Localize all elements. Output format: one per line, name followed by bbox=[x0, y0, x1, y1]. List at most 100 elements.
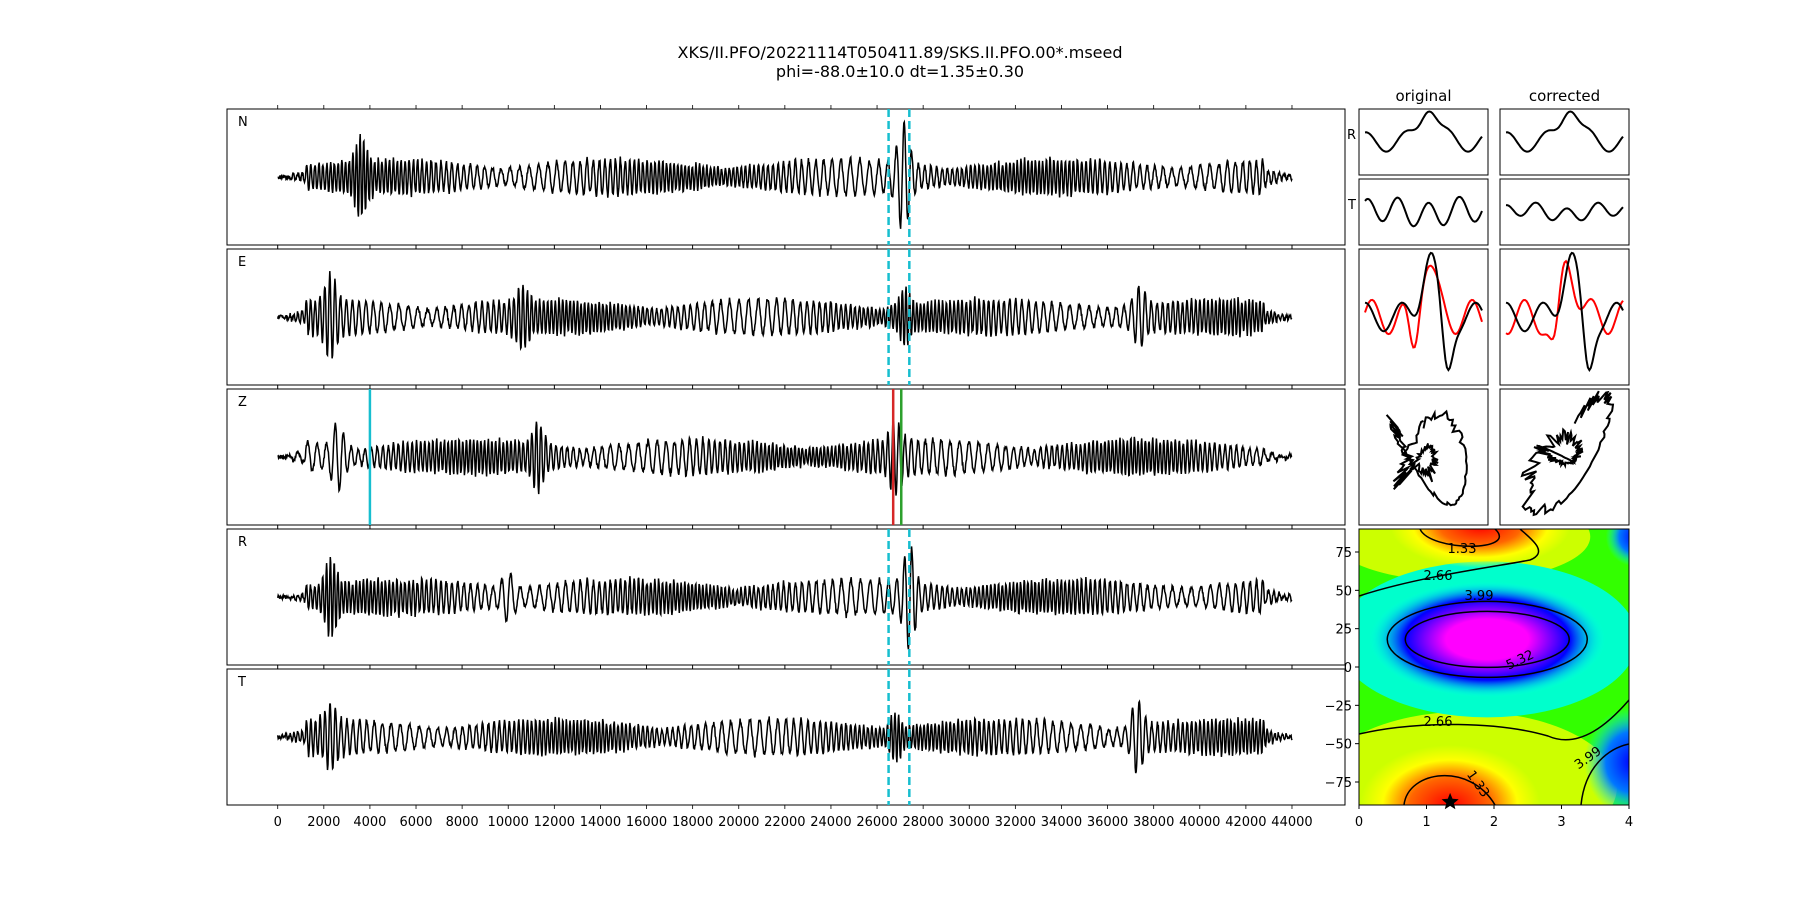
panel-frame bbox=[226, 668, 1346, 806]
waveform-panel-t: T bbox=[226, 665, 1346, 809]
contour-line bbox=[1580, 743, 1629, 805]
column-title-original: original bbox=[1395, 87, 1451, 105]
x-tick-label: 34000 bbox=[1041, 815, 1082, 830]
x-tick-label: 2000 bbox=[307, 815, 340, 830]
waveform-trace bbox=[277, 421, 1293, 496]
waveform-panel-z: Z bbox=[226, 385, 1346, 529]
overlay-trace-red bbox=[1505, 259, 1624, 341]
waveform-panel-n: N bbox=[226, 105, 1346, 249]
waveform-panel-r: R bbox=[226, 525, 1346, 669]
waveform-trace bbox=[277, 119, 1293, 229]
contour-line bbox=[1386, 600, 1588, 679]
heatmap-peak bbox=[1369, 581, 1606, 698]
panel-frame bbox=[1499, 108, 1630, 176]
panel-frame bbox=[1499, 388, 1630, 526]
waveform-trace bbox=[276, 271, 1293, 359]
panel-label: N bbox=[238, 115, 248, 130]
x-tick-label: 20000 bbox=[718, 815, 759, 830]
x-tick-label: 30000 bbox=[949, 815, 990, 830]
panel-label: E bbox=[238, 255, 246, 270]
panel-label: T bbox=[237, 675, 246, 690]
x-tick-label: 32000 bbox=[995, 815, 1036, 830]
x-tick-label: 44000 bbox=[1271, 815, 1312, 830]
panel-frame bbox=[1499, 178, 1630, 246]
heatmap-x-tick-label: 0 bbox=[1355, 815, 1363, 830]
heatmap-y-tick-label: 25 bbox=[1335, 623, 1352, 638]
heatmap-y-tick-label: 75 bbox=[1335, 546, 1352, 561]
x-tick-label: 38000 bbox=[1133, 815, 1174, 830]
x-tick-label: 36000 bbox=[1087, 815, 1128, 830]
panel-frame bbox=[226, 248, 1346, 386]
heatmap-y-tick-label: −75 bbox=[1325, 776, 1352, 791]
figure-subtitle: phi=-88.0±10.0 dt=1.35±0.30 bbox=[775, 62, 1025, 81]
contour-label: 1.33 bbox=[1448, 542, 1477, 557]
x-tick-label: 42000 bbox=[1225, 815, 1266, 830]
t-component-trace bbox=[1505, 201, 1624, 222]
panel-frame bbox=[1499, 248, 1630, 386]
pm-panel bbox=[1358, 178, 1489, 246]
x-tick-label: 18000 bbox=[672, 815, 713, 830]
panel-label: Z bbox=[238, 395, 247, 410]
contour-line bbox=[1359, 529, 1540, 597]
waveform-trace bbox=[276, 699, 1293, 774]
figure-title: XKS/II.PFO/20221114T050411.89/SKS.II.PFO… bbox=[677, 43, 1123, 62]
x-tick-label: 14000 bbox=[580, 815, 621, 830]
contour-line bbox=[1404, 610, 1570, 669]
heatmap-y-tick-label: 0 bbox=[1344, 661, 1352, 676]
panel-frame bbox=[1358, 248, 1489, 386]
particle-motion-trace bbox=[1520, 390, 1615, 517]
r-component-trace bbox=[1364, 110, 1483, 153]
heatmap-y-tick-label: 50 bbox=[1335, 584, 1352, 599]
heatmap-x-tick-label: 4 bbox=[1625, 815, 1633, 830]
pm-panel bbox=[1358, 108, 1489, 176]
waveform-panel-e: E bbox=[226, 245, 1346, 389]
x-tick-label: 26000 bbox=[856, 815, 897, 830]
pm-panel bbox=[1499, 178, 1630, 246]
pm-panel bbox=[1499, 248, 1630, 386]
waveform-panels: N E Z R T 0 2000 4000 6000 8000 10000 12000 14000 160… bbox=[226, 105, 1346, 830]
heatmap-x-tick-label: 1 bbox=[1422, 815, 1430, 830]
particle-motion-trace bbox=[1385, 409, 1468, 507]
panel-frame bbox=[226, 388, 1346, 526]
heatmap-fill bbox=[1359, 529, 1629, 805]
x-tick-label: 16000 bbox=[626, 815, 667, 830]
waveform-trace bbox=[276, 546, 1293, 650]
panel-label: R bbox=[238, 535, 247, 550]
heatmap-minimum bbox=[1390, 529, 1571, 568]
panel-frame bbox=[1358, 388, 1489, 526]
contour-label: 2.66 bbox=[1424, 715, 1453, 730]
heatmap-x-tick-label: 3 bbox=[1557, 815, 1565, 830]
particle-motion-panels: original corrected R T bbox=[1347, 87, 1630, 526]
heatmap-secondary bbox=[1605, 529, 1629, 566]
panel-frame bbox=[1358, 178, 1489, 246]
heatmap-minimum bbox=[1360, 745, 1541, 805]
row-label-r: R bbox=[1347, 128, 1356, 143]
x-tick-label: 22000 bbox=[764, 815, 805, 830]
overlay-trace-black bbox=[1505, 251, 1624, 373]
heatmap-secondary bbox=[1584, 707, 1629, 805]
contour-label: 3.99 bbox=[1465, 589, 1494, 604]
t-component-trace bbox=[1364, 195, 1483, 228]
x-tick-label: 24000 bbox=[810, 815, 851, 830]
x-tick-label: 12000 bbox=[534, 815, 575, 830]
splitting-grid-panel: 1.332.663.995.322.663.991.330 1 2 3 47550250… bbox=[1325, 528, 1633, 830]
contour-line bbox=[1403, 774, 1496, 805]
contour-line bbox=[1419, 529, 1500, 547]
x-tick-label: 10000 bbox=[488, 815, 529, 830]
panel-frame bbox=[226, 528, 1346, 666]
contour-line bbox=[1359, 699, 1629, 741]
panel-frame bbox=[226, 108, 1346, 246]
pm-panel bbox=[1499, 388, 1630, 526]
heatmap-x-tick-label: 2 bbox=[1490, 815, 1498, 830]
x-tick-label: 28000 bbox=[902, 815, 943, 830]
row-label-t: T bbox=[1347, 198, 1356, 213]
pm-panel bbox=[1358, 388, 1489, 526]
x-tick-label: 0 bbox=[274, 815, 282, 830]
x-tick-label: 6000 bbox=[399, 815, 432, 830]
overlay-trace-black bbox=[1364, 251, 1483, 372]
panel-frame bbox=[1358, 108, 1489, 176]
x-tick-label: 8000 bbox=[446, 815, 479, 830]
r-component-trace bbox=[1505, 110, 1624, 153]
x-tick-label: 4000 bbox=[353, 815, 386, 830]
